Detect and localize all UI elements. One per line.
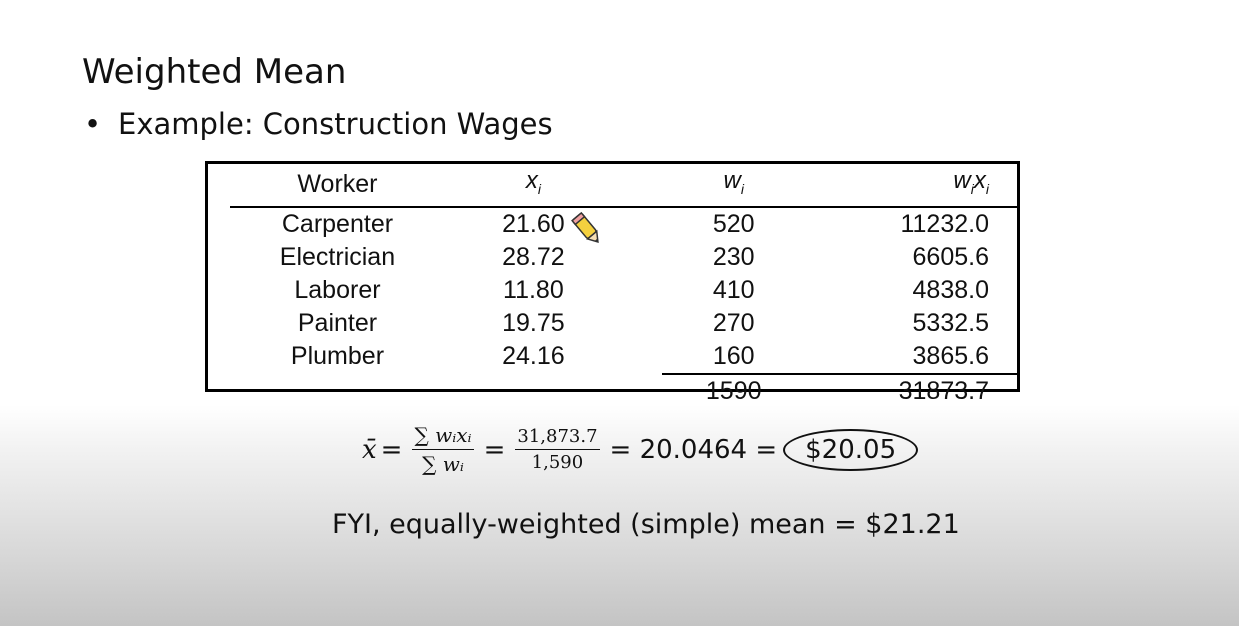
symbolic-fraction: ∑ wᵢxᵢ ∑ wᵢ [412, 423, 474, 476]
cell-wx: 5332.5 [912, 308, 989, 337]
fraction-denominator: ∑ wᵢ [422, 452, 464, 476]
cell-w: 160 [712, 341, 755, 370]
fraction-numerator: 31,873.7 [515, 426, 600, 450]
bullet-item: • Example: Construction Wages [84, 107, 553, 141]
table-row: Painter 19.75 270 5332.5 [230, 307, 1017, 340]
cell-x: 21.60 [502, 209, 565, 238]
header-x: xi [444, 164, 662, 208]
xbar-symbol: x̄ [362, 434, 377, 465]
cell-wx: 4838.0 [912, 275, 989, 304]
header-worker: Worker [230, 164, 445, 208]
header-w: wi [661, 164, 806, 208]
header-wx: wixi [805, 164, 1017, 208]
cell-w: 230 [712, 242, 755, 271]
cell-wx: 11232.0 [900, 209, 989, 238]
bullet-text: Example: Construction Wages [118, 107, 553, 141]
fraction-denominator: 1,590 [531, 452, 584, 473]
numeric-fraction: 31,873.7 1,590 [515, 426, 600, 473]
equals-sign: = [380, 434, 403, 465]
table-header-row: Worker xi wi wixi [230, 164, 1017, 208]
circled-result: $20.05 [783, 428, 919, 471]
table-row: Laborer 11.80 410 4838.0 [230, 274, 1017, 307]
total-wx: 31873.7 [805, 372, 1017, 408]
cell-worker: Plumber [290, 342, 385, 371]
wages-table: Worker xi wi wixi Carpenter 21.60 520 11… [230, 164, 1017, 408]
total-w: 1590 [661, 372, 806, 408]
cell-x: 19.75 [502, 308, 565, 337]
pencil-icon [571, 211, 599, 244]
computed-value: = 20.0464 = [609, 434, 778, 465]
cell-w: 270 [712, 308, 755, 337]
cell-worker: Painter [297, 308, 378, 337]
totals-row: 1590 31873.7 [230, 372, 1017, 408]
bullet-dot-icon: • [84, 107, 102, 141]
cell-blank [445, 374, 662, 408]
table-row: Carpenter 21.60 520 11232.0 [230, 207, 1017, 241]
cell-x: 28.72 [502, 242, 565, 271]
cell-w: 410 [712, 275, 755, 304]
cell-worker: Laborer [294, 275, 381, 304]
cell-worker: Electrician [279, 242, 396, 271]
cell-blank [230, 374, 445, 408]
cell-worker: Carpenter [281, 209, 394, 238]
cell-x: 11.80 [503, 275, 564, 304]
footnote-text: FYI, equally-weighted (simple) mean = $2… [332, 509, 960, 540]
slide-title: Weighted Mean [82, 52, 347, 92]
wages-table-box: Worker xi wi wixi Carpenter 21.60 520 11… [205, 161, 1020, 408]
table-row: Electrician 28.72 230 6605.6 [230, 241, 1017, 274]
cell-w: 520 [712, 209, 755, 238]
cell-wx: 3865.6 [912, 341, 989, 370]
fraction-numerator: ∑ wᵢxᵢ [412, 423, 474, 450]
equals-sign: = [483, 434, 506, 465]
weighted-mean-formula: x̄ = ∑ wᵢxᵢ ∑ wᵢ = 31,873.7 1,590 = 20.0… [362, 423, 919, 476]
cell-x: 24.16 [502, 342, 565, 371]
table-row: Plumber 24.16 160 3865.6 [230, 340, 1017, 374]
cell-wx: 6605.6 [912, 242, 989, 271]
